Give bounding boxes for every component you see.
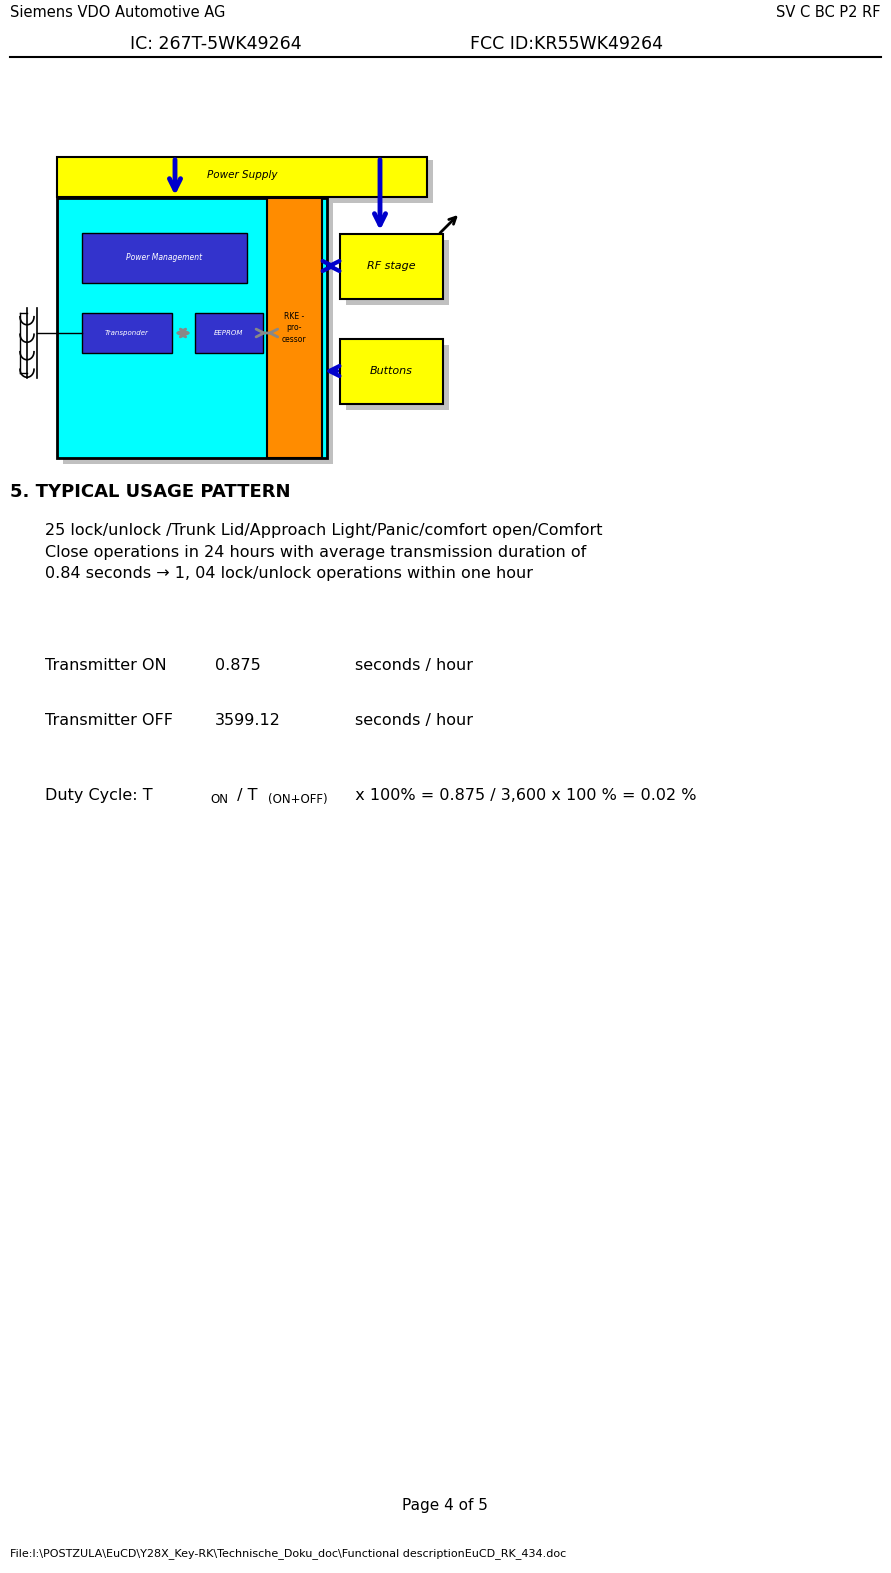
Bar bbox=[82, 313, 172, 352]
Bar bbox=[63, 160, 433, 203]
Bar bbox=[63, 200, 333, 464]
Text: ON: ON bbox=[210, 793, 228, 805]
Text: seconds / hour: seconds / hour bbox=[355, 713, 473, 728]
Text: RKE -
pro-
cessor: RKE - pro- cessor bbox=[282, 313, 307, 343]
Bar bbox=[346, 241, 449, 305]
Text: SV C BC P2 RF: SV C BC P2 RF bbox=[776, 5, 881, 20]
Text: Transponder: Transponder bbox=[105, 330, 149, 337]
Text: seconds / hour: seconds / hour bbox=[355, 658, 473, 673]
Text: 25 lock/unlock /Trunk Lid/Approach Light/Panic/comfort open/Comfort
Close operat: 25 lock/unlock /Trunk Lid/Approach Light… bbox=[45, 522, 602, 580]
Text: Power Supply: Power Supply bbox=[207, 170, 277, 179]
Bar bbox=[195, 313, 263, 352]
Bar bbox=[57, 198, 327, 458]
Text: Buttons: Buttons bbox=[370, 367, 413, 376]
Text: (ON+OFF): (ON+OFF) bbox=[268, 793, 328, 805]
Text: EEPROM: EEPROM bbox=[215, 330, 243, 337]
Bar bbox=[57, 157, 427, 197]
Text: Page 4 of 5: Page 4 of 5 bbox=[402, 1497, 488, 1513]
Bar bbox=[346, 344, 449, 411]
Text: 3599.12: 3599.12 bbox=[215, 713, 281, 728]
Bar bbox=[267, 198, 322, 458]
Text: IC: 267T-5WK49264: IC: 267T-5WK49264 bbox=[130, 35, 302, 53]
Text: File:I:\POSTZULA\EuCD\Y28X_Key-RK\Technische_Doku_doc\Functional descriptionEuCD: File:I:\POSTZULA\EuCD\Y28X_Key-RK\Techni… bbox=[10, 1548, 567, 1559]
Text: Siemens VDO Automotive AG: Siemens VDO Automotive AG bbox=[10, 5, 225, 20]
Bar bbox=[82, 233, 247, 283]
Text: FCC ID:KR55WK49264: FCC ID:KR55WK49264 bbox=[470, 35, 663, 53]
Text: RF stage: RF stage bbox=[367, 261, 415, 271]
Text: x 100% = 0.875 / 3,600 x 100 % = 0.02 %: x 100% = 0.875 / 3,600 x 100 % = 0.02 % bbox=[345, 788, 697, 802]
Text: / T: / T bbox=[232, 788, 263, 802]
Text: 0.875: 0.875 bbox=[215, 658, 261, 673]
Text: Duty Cycle: T: Duty Cycle: T bbox=[45, 788, 152, 802]
Text: Transmitter ON: Transmitter ON bbox=[45, 658, 167, 673]
Bar bbox=[340, 340, 443, 404]
Text: Power Management: Power Management bbox=[126, 253, 202, 263]
Text: 5. TYPICAL USAGE PATTERN: 5. TYPICAL USAGE PATTERN bbox=[10, 483, 290, 500]
Text: Transmitter OFF: Transmitter OFF bbox=[45, 713, 173, 728]
Bar bbox=[340, 234, 443, 299]
